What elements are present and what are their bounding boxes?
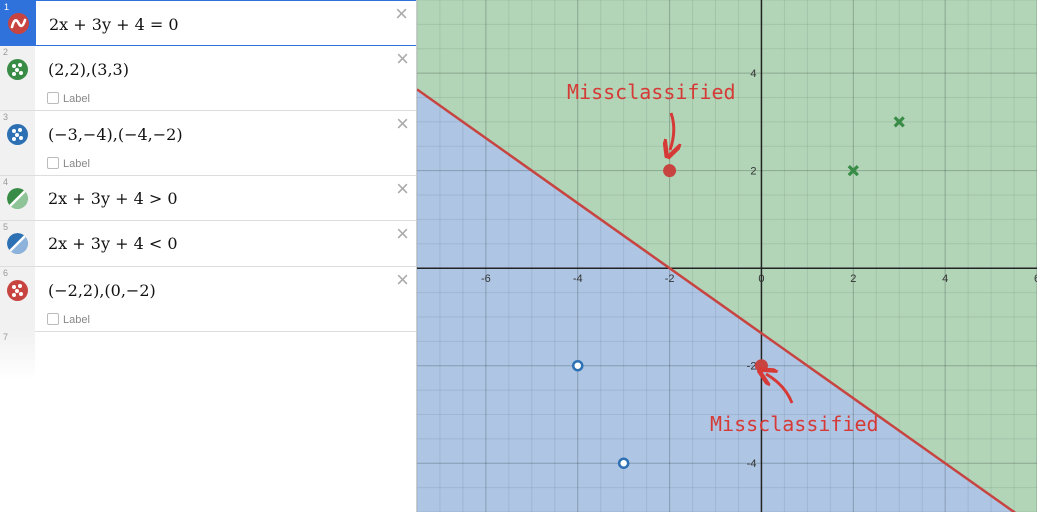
x-tick-labels: -6 -4 -2 0 2 4 6 xyxy=(481,273,1037,285)
x-tick-label: -4 xyxy=(573,273,583,285)
shaded-inequality-icon[interactable] xyxy=(7,233,28,254)
expression-tab-7[interactable]: 7 xyxy=(0,331,35,381)
annotation-top: Missclassified xyxy=(567,80,736,104)
expression-tab-1[interactable]: 1 xyxy=(1,1,36,45)
blue-open-point[interactable] xyxy=(571,359,584,372)
boundary-line xyxy=(417,88,1017,512)
y-tick-label: 2 xyxy=(750,166,756,178)
y-tick-label: -2 xyxy=(747,361,757,373)
green-cross-point[interactable] xyxy=(893,116,905,128)
x-tick-label: -2 xyxy=(665,273,675,285)
delete-icon[interactable]: × xyxy=(396,267,409,292)
y-tick-labels: 4 2 -2 -4 xyxy=(747,68,757,470)
x-tick-label: 0 xyxy=(758,273,764,285)
y-tick-label: 4 xyxy=(750,68,756,80)
expression-tab-6[interactable]: 6 xyxy=(0,267,35,331)
expression-number: 4 xyxy=(3,177,9,187)
expression-input[interactable]: (−2,2),(0,−2) xyxy=(48,281,156,300)
expression-number: 6 xyxy=(3,268,9,278)
label-toggle[interactable]: Label xyxy=(47,313,90,326)
expression-number: 5 xyxy=(3,222,9,232)
expression-row-5[interactable]: 5 2x + 3y + 4 < 0 × xyxy=(0,221,416,267)
curve-icon[interactable] xyxy=(8,13,29,34)
expression-list: 1 2x + 3y + 4 = 0 × 2 (2,2),(3,3) Label … xyxy=(0,0,417,512)
label-text: Label xyxy=(63,314,90,326)
expression-row-6[interactable]: 6 (−2,2),(0,−2) Label × xyxy=(0,267,416,332)
expression-input[interactable]: 2x + 3y + 4 < 0 xyxy=(48,234,178,253)
label-checkbox[interactable] xyxy=(47,92,59,104)
label-text: Label xyxy=(63,158,90,170)
red-point[interactable] xyxy=(754,359,768,373)
expression-input[interactable]: (−3,−4),(−4,−2) xyxy=(48,125,183,144)
expression-input[interactable]: (2,2),(3,3) xyxy=(48,60,129,79)
label-text: Label xyxy=(63,93,90,105)
annotation-bottom: Missclassified xyxy=(710,412,879,436)
delete-icon[interactable]: × xyxy=(396,46,409,71)
expression-tab-3[interactable]: 3 xyxy=(0,111,35,175)
less-than-region xyxy=(417,89,1037,512)
expression-tab-4[interactable]: 4 xyxy=(0,176,35,220)
expression-number: 2 xyxy=(3,47,9,57)
graph-canvas[interactable]: -6 -4 -2 0 2 4 6 4 2 -2 -4 Missclassified Misscla… xyxy=(417,0,1037,512)
x-tick-label: 2 xyxy=(850,273,856,285)
y-tick-label: -4 xyxy=(747,458,757,470)
expression-number: 3 xyxy=(3,112,9,122)
label-toggle[interactable]: Label xyxy=(47,92,90,105)
expression-input[interactable]: 2x + 3y + 4 > 0 xyxy=(48,189,178,208)
annotation-arrow-bottom xyxy=(766,374,794,404)
expression-row-4[interactable]: 4 2x + 3y + 4 > 0 × xyxy=(0,176,416,221)
delete-icon[interactable]: × xyxy=(396,176,409,201)
data-points[interactable] xyxy=(571,116,905,469)
expression-number: 7 xyxy=(3,332,9,342)
label-toggle[interactable]: Label xyxy=(47,157,90,170)
greater-than-region xyxy=(417,0,1037,512)
delete-icon[interactable]: × xyxy=(396,221,409,246)
delete-icon[interactable]: × xyxy=(396,111,409,136)
annotation-arrow-top xyxy=(670,112,674,150)
expression-row-2[interactable]: 2 (2,2),(3,3) Label × xyxy=(0,46,416,111)
expression-number: 1 xyxy=(4,2,10,12)
delete-icon[interactable]: × xyxy=(395,1,408,26)
point-list-icon[interactable] xyxy=(7,59,28,80)
red-point[interactable] xyxy=(663,164,677,178)
expression-input[interactable]: 2x + 3y + 4 = 0 xyxy=(49,15,179,34)
x-tick-label: -6 xyxy=(481,273,491,285)
x-tick-label: 4 xyxy=(942,273,948,285)
expression-tab-2[interactable]: 2 xyxy=(0,46,35,110)
blue-open-point[interactable] xyxy=(617,457,630,469)
green-cross-point[interactable] xyxy=(847,165,859,177)
expression-row-3[interactable]: 3 (−3,−4),(−4,−2) Label × xyxy=(0,111,416,176)
label-checkbox[interactable] xyxy=(47,313,59,325)
minor-gridlines xyxy=(417,0,1037,512)
point-list-icon[interactable] xyxy=(7,280,28,301)
shaded-inequality-icon[interactable] xyxy=(7,188,28,209)
x-tick-label: 6 xyxy=(1034,273,1037,285)
expression-row-1[interactable]: 1 2x + 3y + 4 = 0 × xyxy=(0,0,416,46)
expression-tab-5[interactable]: 5 xyxy=(0,221,35,266)
point-list-icon[interactable] xyxy=(7,124,28,145)
label-checkbox[interactable] xyxy=(47,157,59,169)
